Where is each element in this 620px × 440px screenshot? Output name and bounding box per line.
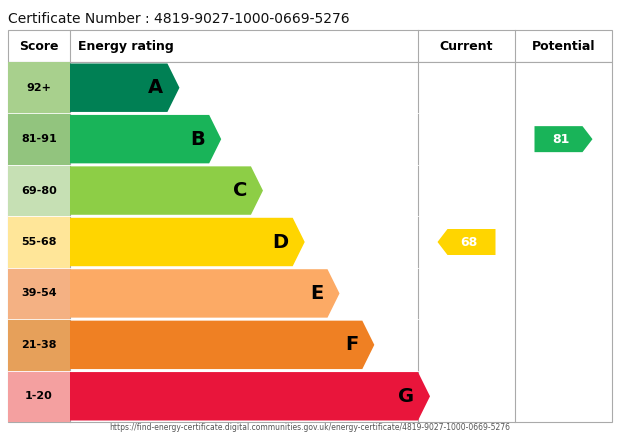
Bar (8, 62, 612, 422)
Polygon shape (70, 321, 374, 369)
Text: D: D (273, 232, 289, 252)
Text: 68: 68 (461, 235, 477, 249)
Bar (8, 62, 70, 114)
Polygon shape (438, 229, 495, 255)
Text: 39-54: 39-54 (21, 289, 57, 298)
Text: 1-20: 1-20 (25, 391, 53, 401)
Bar (8, 30, 612, 62)
Polygon shape (70, 63, 179, 112)
Polygon shape (70, 166, 263, 215)
Text: Score: Score (19, 40, 59, 52)
Text: F: F (345, 335, 358, 354)
Text: A: A (148, 78, 164, 97)
Text: Certificate Number : 4819-9027-1000-0669-5276: Certificate Number : 4819-9027-1000-0669… (8, 12, 350, 26)
Polygon shape (534, 126, 593, 152)
Text: 81: 81 (552, 132, 570, 146)
Text: B: B (190, 130, 205, 149)
Text: Energy rating: Energy rating (78, 40, 174, 52)
Text: 92+: 92+ (27, 83, 51, 93)
Polygon shape (70, 372, 430, 421)
Text: G: G (398, 387, 414, 406)
Bar (8, 370, 70, 422)
Bar (8, 268, 70, 319)
Bar (8, 165, 70, 216)
Text: 81-91: 81-91 (21, 134, 57, 144)
Text: Current: Current (440, 40, 494, 52)
Bar (8, 114, 70, 165)
Text: https://find-energy-certificate.digital.communities.gov.uk/energy-certificate/48: https://find-energy-certificate.digital.… (110, 423, 510, 432)
Text: Potential: Potential (532, 40, 595, 52)
Polygon shape (70, 218, 304, 266)
Text: E: E (310, 284, 324, 303)
Bar (8, 216, 70, 268)
Text: 69-80: 69-80 (21, 186, 57, 195)
Text: C: C (232, 181, 247, 200)
Text: 21-38: 21-38 (21, 340, 57, 350)
Bar (8, 319, 70, 370)
Polygon shape (70, 115, 221, 163)
Text: 55-68: 55-68 (21, 237, 57, 247)
Polygon shape (70, 269, 340, 318)
